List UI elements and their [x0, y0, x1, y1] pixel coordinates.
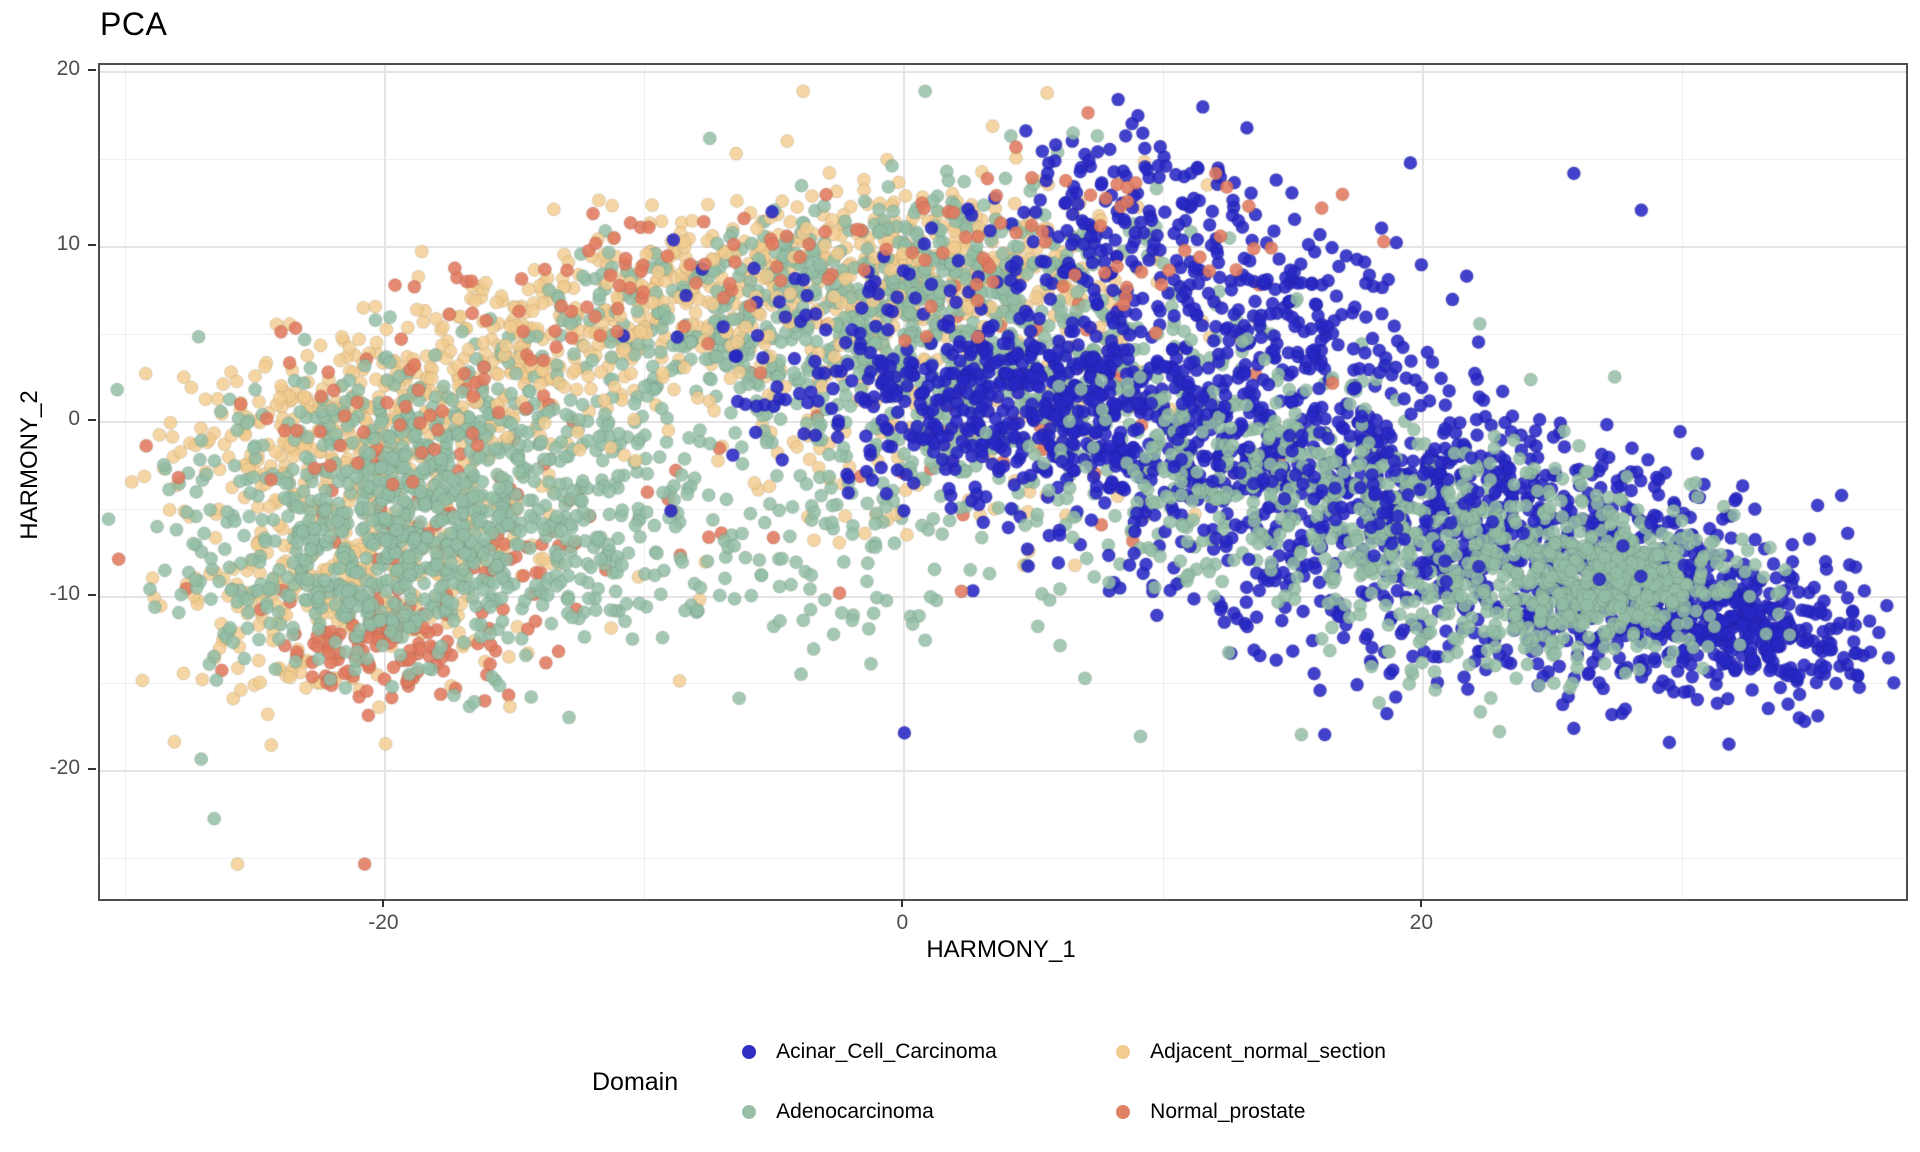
y-tick-label: 10: [56, 231, 80, 255]
legend: Domain Acinar_Cell_Carcinoma Adenocarcin…: [592, 1022, 1446, 1142]
legend-title: Domain: [592, 1067, 679, 1096]
y-tick-mark: [88, 243, 96, 246]
plot-title: PCA: [100, 6, 168, 42]
x-tick-label: 0: [896, 911, 909, 934]
legend-dot-acinar-cell-carcinoma: [742, 1045, 757, 1059]
legend-item-adjacent-normal-section: Adjacent_normal_section: [1116, 1040, 1446, 1064]
legend-label: Acinar_Cell_Carcinoma: [776, 1040, 997, 1063]
x-tick-mark: [382, 899, 385, 907]
legend-label: Adjacent_normal_section: [1150, 1040, 1386, 1063]
legend-item-acinar-cell-carcinoma: Acinar_Cell_Carcinoma: [742, 1040, 1116, 1064]
x-tick-label: -20: [368, 911, 399, 934]
x-tick-mark: [1420, 899, 1423, 907]
y-tick-mark: [88, 593, 96, 596]
y-tick-mark: [88, 768, 96, 771]
y-tick-mark: [88, 68, 96, 71]
legend-dot-adenocarcinoma: [742, 1105, 757, 1119]
legend-label: Normal_prostate: [1150, 1100, 1306, 1123]
scatter-points-canvas: [100, 65, 1906, 899]
y-tick-mark: [88, 418, 96, 421]
x-tick-mark: [901, 899, 904, 907]
y-tick-label: -20: [49, 756, 80, 780]
legend-dot-adjacent-normal-section: [1116, 1045, 1131, 1059]
y-tick-label: -10: [49, 581, 80, 605]
legend-item-normal-prostate: Normal_prostate: [1116, 1100, 1446, 1124]
legend-label: Adenocarcinoma: [776, 1100, 934, 1123]
plot-panel: [98, 63, 1908, 901]
legend-grid: Acinar_Cell_Carcinoma Adenocarcinoma Adj…: [742, 1022, 1446, 1142]
y-axis-title: HARMONY_2: [16, 390, 43, 540]
legend-item-adenocarcinoma: Adenocarcinoma: [742, 1100, 1116, 1124]
y-tick-label: 20: [56, 56, 80, 80]
x-tick-label: 20: [1409, 911, 1434, 934]
legend-dot-normal-prostate: [1116, 1105, 1131, 1119]
y-tick-label: 0: [68, 406, 80, 430]
